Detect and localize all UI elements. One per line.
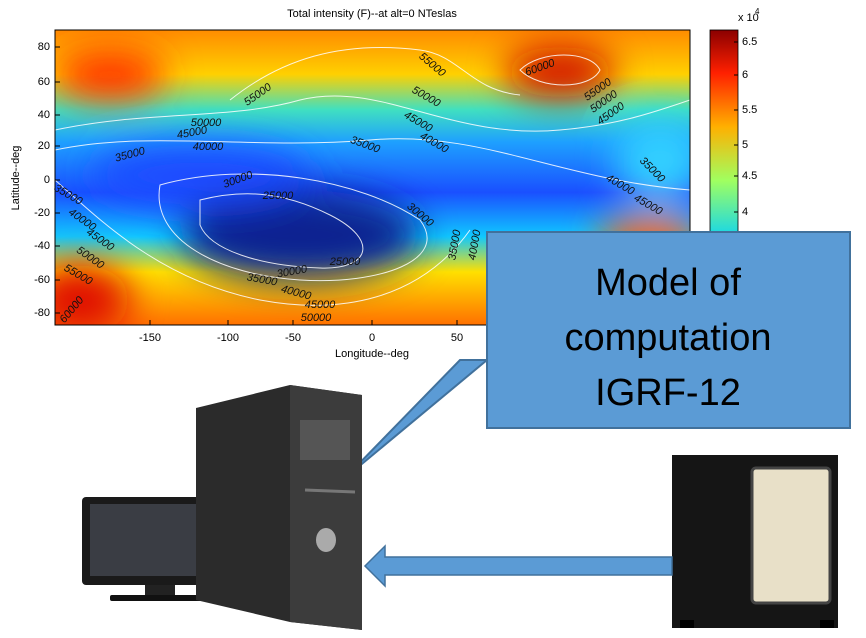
x-tick-label: -150 (139, 332, 161, 344)
colorbar-exponent: 4 (755, 7, 760, 16)
y-tick-label: 0 (44, 174, 50, 186)
y-axis-label: Latitude--deg (10, 146, 22, 211)
y-tick-label: 80 (38, 41, 50, 53)
contour-label: 40000 (193, 141, 224, 153)
y-tick-label: 60 (38, 76, 50, 88)
y-tick-label: -60 (34, 274, 50, 286)
colorbar-tick-label: 6.5 (742, 36, 757, 48)
y-tick-label: -80 (34, 307, 50, 319)
contour-label: 45000 (305, 299, 336, 311)
data-flow-arrow (365, 546, 672, 586)
x-axis-label: Longitude--deg (335, 348, 409, 360)
colorbar (710, 30, 738, 245)
colorbar-tick-label: 4 (742, 206, 748, 218)
y-tick-label: -20 (34, 207, 50, 219)
colorbar-tick-label: 4.5 (742, 170, 757, 182)
x-tick-label: 0 (369, 332, 375, 344)
y-tick-label: -40 (34, 240, 50, 252)
colorbar-tick-label: 6 (742, 69, 748, 81)
computer-tower (196, 385, 362, 630)
contour-label: 50000 (301, 312, 332, 324)
contour-label: 25000 (262, 190, 294, 202)
x-tick-label: -50 (285, 332, 301, 344)
x-tick-label: 50 (451, 332, 463, 344)
colorbar-tick-label: 5 (742, 139, 748, 151)
y-tick-label: 40 (38, 109, 50, 121)
server-cabinet (672, 455, 838, 628)
callout-text: computation (564, 317, 771, 359)
colorbar-tick-label: 5.5 (742, 104, 757, 116)
plot-title: Total intensity (F)--at alt=0 NTeslas (287, 8, 457, 20)
y-tick-label: 20 (38, 140, 50, 152)
slide: Total intensity (F)--at alt=0 NTeslas Lo… (0, 0, 866, 638)
contour-label: 25000 (329, 256, 361, 268)
callout-text: IGRF-12 (595, 372, 741, 414)
x-tick-label: -100 (217, 332, 239, 344)
callout-text: Model of (595, 262, 741, 304)
